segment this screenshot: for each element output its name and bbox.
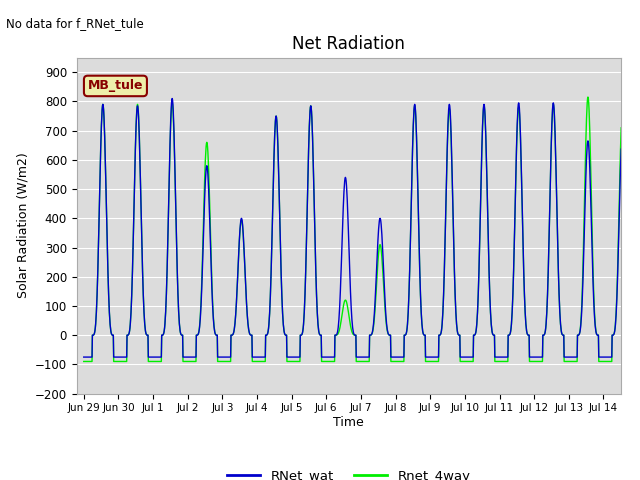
RNet_wat [625,312,633,318]
Legend: RNet_wat, Rnet_4way: RNet_wat, Rnet_4way [222,464,476,480]
RNet_wat [80,354,88,360]
RNet_wat [223,354,230,360]
RNet_wat [193,332,201,338]
Rnet_4way [508,316,516,322]
Text: MB_tule: MB_tule [88,79,143,93]
Rnet_4way [80,359,88,364]
Rnet_4way [193,332,201,338]
Rnet_4way [430,359,438,364]
Y-axis label: Solar Radiation (W/m2): Solar Radiation (W/m2) [17,153,29,299]
X-axis label: Time: Time [333,416,364,429]
Rnet_4way [531,359,539,364]
RNet_wat [430,354,438,360]
RNet_wat [508,309,516,315]
Rnet_4way [625,310,633,315]
Line: Rnet_4way: Rnet_4way [84,97,629,361]
Rnet_4way [442,210,449,216]
Text: No data for f_RNet_tule: No data for f_RNet_tule [6,17,144,30]
Rnet_4way [222,359,230,364]
RNet_wat [442,192,450,197]
Title: Net Radiation: Net Radiation [292,35,405,53]
Rnet_4way [584,94,592,100]
RNet_wat [531,354,539,360]
RNet_wat [168,96,176,101]
Line: RNet_wat: RNet_wat [84,98,629,357]
